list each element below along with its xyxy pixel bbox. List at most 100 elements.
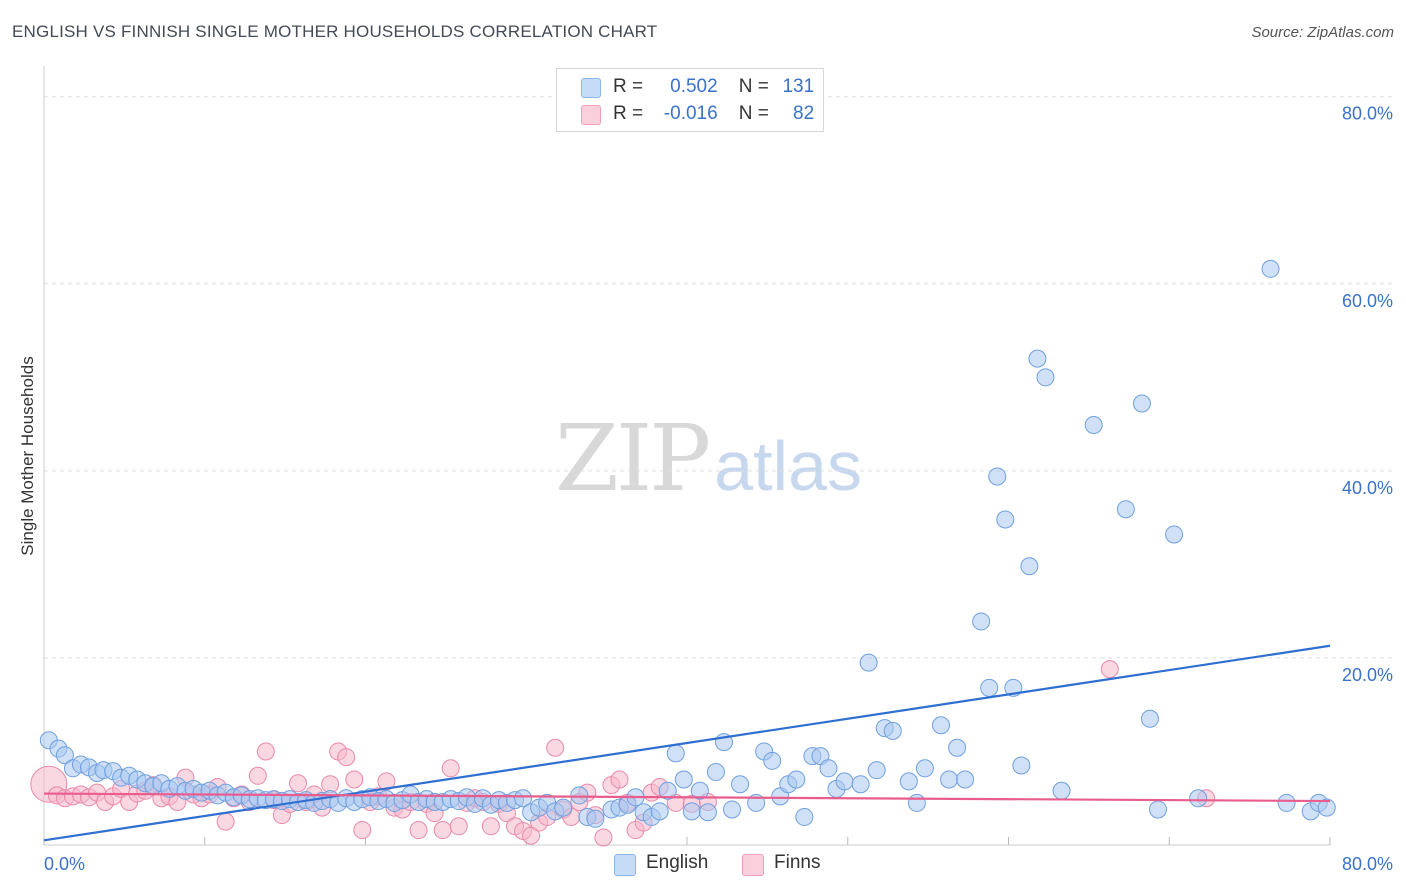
english-point [1261,259,1280,278]
english-point [795,807,814,826]
english-point [907,793,926,812]
finns-point [216,812,235,831]
english-point [1028,349,1047,368]
legend-swatch-english [581,78,601,98]
grid-layer [44,96,1392,659]
english-point [1140,709,1159,728]
english-point [1052,781,1071,800]
finns-point [610,770,629,789]
series-legend: English Finns [0,852,1406,878]
legend-r-value-finns: -0.016 [663,103,718,124]
finns-point [481,817,500,836]
finns-point [594,828,613,847]
series-swatch-finns [742,854,764,876]
finns-point [546,738,565,757]
finns-point [441,759,460,778]
trend-layer [43,644,1331,842]
finns-point [433,821,452,840]
finns-point [353,821,372,840]
finns-point [288,774,307,793]
series-label-english: English [646,852,709,873]
english-point [666,744,685,763]
english-point [867,761,886,780]
legend-r-label: R = [613,103,644,124]
legend-swatch-finns [581,105,601,125]
english-point [980,678,999,697]
english-point [859,653,878,672]
english-point [851,775,870,794]
axis-layer [43,66,1331,846]
legend-n-value-english: 131 [782,76,815,97]
watermark: ZIPatlas [555,405,862,512]
y-axis-label: Single Mother Households [18,356,37,556]
english-point [940,770,959,789]
finns-point [522,826,541,845]
english-point [899,772,918,791]
english-point [835,772,854,791]
legend-text-english: R = 0.502 N = 131 [613,76,814,98]
english-point [763,751,782,770]
english-point [956,770,975,789]
english-point [1020,557,1039,576]
finns-point [449,817,468,836]
english-point [1116,500,1135,519]
finns-point [409,821,428,840]
finns-point [1100,660,1119,679]
english-point [1084,416,1103,435]
english-point [883,721,902,740]
english-point [1317,798,1336,817]
finns-point [256,742,275,761]
series-swatch-english [614,854,636,876]
finns-point [377,772,396,791]
english-point [570,786,589,805]
legend-n-label: N = [738,76,769,97]
english-point [55,746,74,765]
english-point [988,467,1007,486]
series-label-finns: Finns [774,852,821,873]
english-point [658,781,677,800]
finns-point [345,770,364,789]
english-point [674,770,693,789]
english-point [787,770,806,789]
source-label: Source: ZipAtlas.com [1251,24,1394,41]
english-point [514,789,533,808]
english-point [698,803,717,822]
english-point [554,798,573,817]
x-tick-label: 80.0% [1342,854,1393,874]
english-point [819,759,838,778]
finns-point [321,775,340,794]
legend-n-value-finns: 82 [793,103,815,124]
english-point [1189,789,1208,808]
english-point [731,775,750,794]
y-tick-label: 20.0% [1342,665,1393,685]
english-point [996,510,1015,529]
english-point [1012,756,1031,775]
y-tick-label: 80.0% [1342,104,1393,124]
english-point [972,612,991,631]
english-point [1036,368,1055,387]
english-point [1165,525,1184,544]
english-point [723,800,742,819]
english-point [931,716,950,735]
watermark-atlas: atlas [714,427,863,505]
english-point [1277,793,1296,812]
finns-point [337,748,356,767]
legend-text-finns: R = -0.016 N = 82 [613,103,814,125]
finns-trend-line [43,792,1331,803]
x-tick-label: 0.0% [44,854,85,874]
english-point [650,802,669,821]
english-point [1132,394,1151,413]
correlation-legend: R = 0.502 N = 131 R = -0.016 N = 82 [556,68,824,132]
english-point [1148,800,1167,819]
label-layer: 20.0% 40.0% 60.0% 80.0% 0.0% 80.0% [44,104,1393,874]
legend-r-value-english: 0.502 [670,76,718,97]
english-trend-line [43,644,1331,842]
legend-n-label: N = [738,103,769,124]
chart-title: ENGLISH VS FINNISH SINGLE MOTHER HOUSEHO… [12,22,658,41]
finns-point [248,766,267,785]
english-point [682,802,701,821]
english-points [39,259,1336,828]
y-tick-label: 60.0% [1342,291,1393,311]
watermark-zip: ZIP [555,405,711,512]
